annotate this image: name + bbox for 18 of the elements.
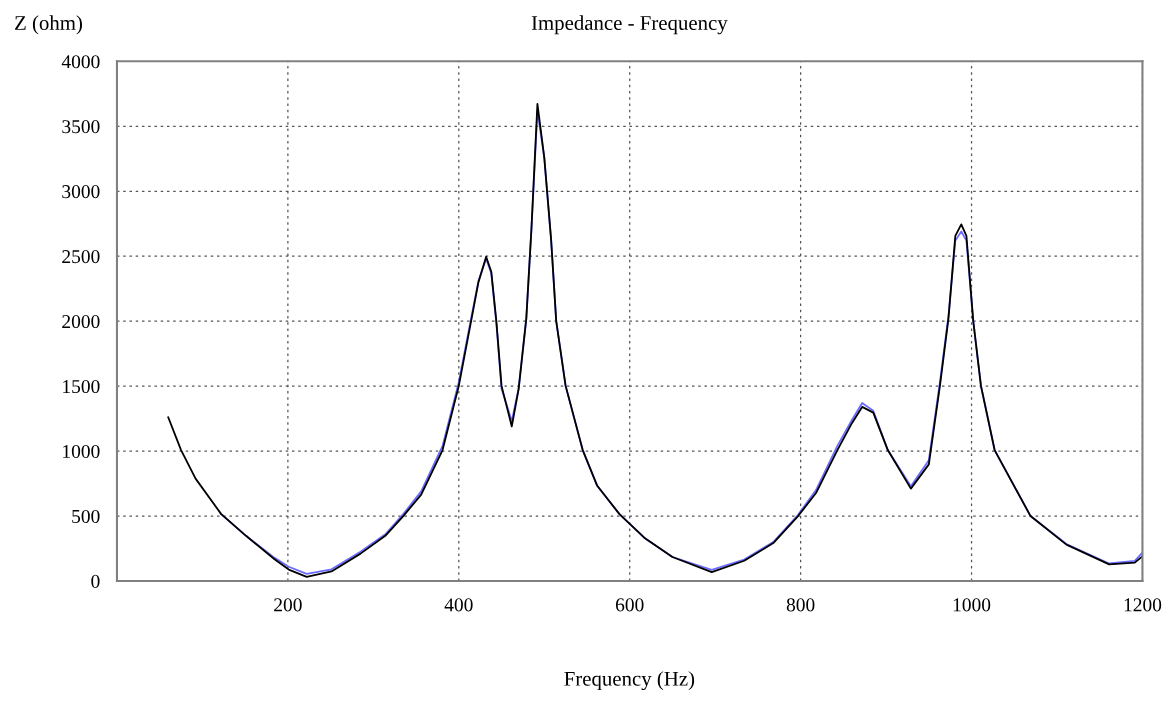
y-tick-label: 500 [72,509,100,523]
y-axis-title: Z (ohm) [15,15,82,35]
y-tick-label: 2500 [62,250,100,264]
x-tick-label: 400 [444,598,473,612]
y-tick-label: 4000 [61,55,100,69]
x-tick-label: 600 [615,598,644,612]
x-tick-label: 200 [274,598,302,612]
y-tick-label: 0 [91,574,100,588]
y-tick-label: 2000 [62,314,100,329]
x-axis-title: Frequency (Hz) [564,671,695,691]
x-tick-label: 1000 [953,598,991,612]
chart-title: Impedance - Frequency [531,15,728,35]
y-tick-label: 3500 [62,120,100,134]
y-tick-label: 1500 [63,379,100,394]
x-tick-label: 1200 [1124,598,1162,612]
y-tick-label: 3000 [62,185,100,199]
x-tick-label: 800 [786,598,815,612]
y-tick-label: 1000 [63,444,100,459]
